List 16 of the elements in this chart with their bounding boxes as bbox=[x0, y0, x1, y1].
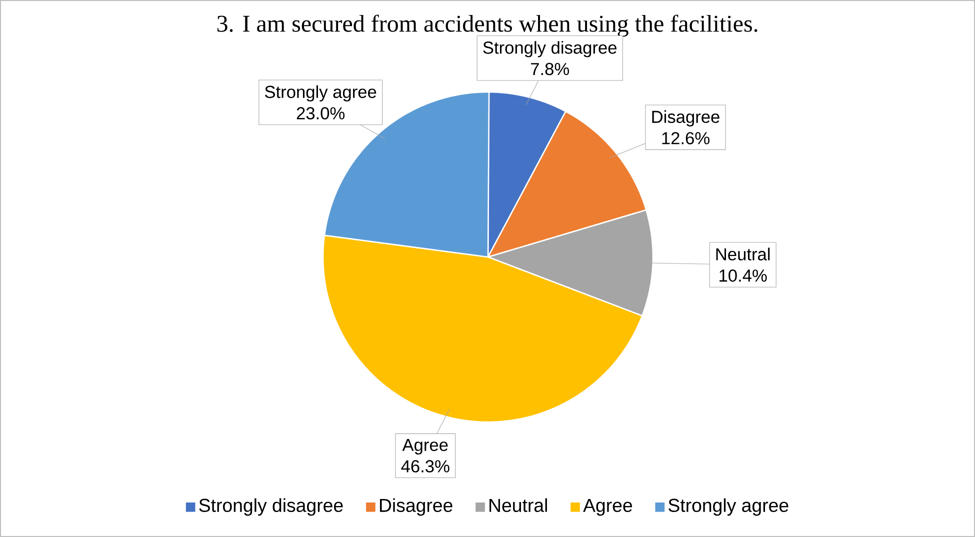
legend-label: Agree bbox=[583, 498, 632, 516]
data-label: 46.3% bbox=[401, 460, 450, 472]
data-label: 12.6% bbox=[662, 132, 710, 144]
legend-label: Neutral bbox=[490, 498, 547, 512]
legend-label: Strongly disagree bbox=[199, 498, 343, 516]
data-label: 23.0% bbox=[296, 107, 345, 120]
slice-label: Strongly agree bbox=[265, 85, 376, 102]
legend-label: Disagree bbox=[380, 498, 452, 516]
slice-label: Strongly disagree bbox=[483, 41, 617, 58]
slice-label: Agree bbox=[402, 439, 448, 455]
chart-title: 3. I am secured from accidents when using the facilities. bbox=[217, 14, 758, 37]
data-label: 10.4% bbox=[720, 269, 767, 282]
legend-label: Strongly agree bbox=[668, 498, 788, 516]
data-label: 7.8% bbox=[531, 62, 570, 76]
slice-label: Disagree bbox=[652, 110, 720, 126]
slice-label: Neutral bbox=[716, 248, 770, 260]
